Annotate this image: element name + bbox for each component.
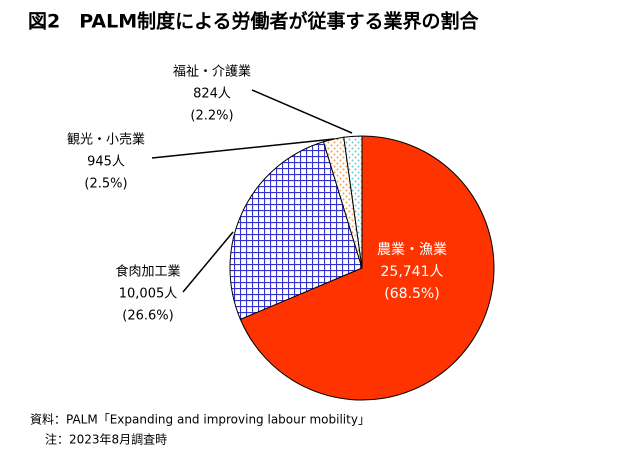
slice-category-label: 農業・漁業 [377,242,447,258]
slice-value-label: (68.5%) [384,286,439,302]
slice-count-label: 824人 [193,87,231,102]
slice-value-label: (2.5%) [84,177,127,192]
slice-category-label: 福祉・介護業 [173,64,251,80]
slice-category-label: 食肉加工業 [115,264,180,280]
pie-slice [343,135,363,269]
leader-line [151,138,335,159]
pie-slice [239,135,495,401]
slice-count-label: 945人 [87,155,125,170]
slice-value-label: (2.2%) [190,109,233,124]
leader-line [182,231,234,293]
slice-count-label: 25,741人 [381,264,444,280]
leader-line [251,89,353,134]
slice-count-label: 10,005人 [119,287,178,302]
slice-value-label: (26.6%) [122,309,173,324]
footnote: 注：2023年8月調査時 [45,432,167,447]
pie-slice [229,141,363,321]
slice-category-label: 観光・小売業 [67,132,145,148]
chart-title: 図2 PALM制度による労働者が従事する業界の割合 [28,10,480,33]
source-note: 資料：PALM「Expanding and improving labour m… [30,413,370,427]
